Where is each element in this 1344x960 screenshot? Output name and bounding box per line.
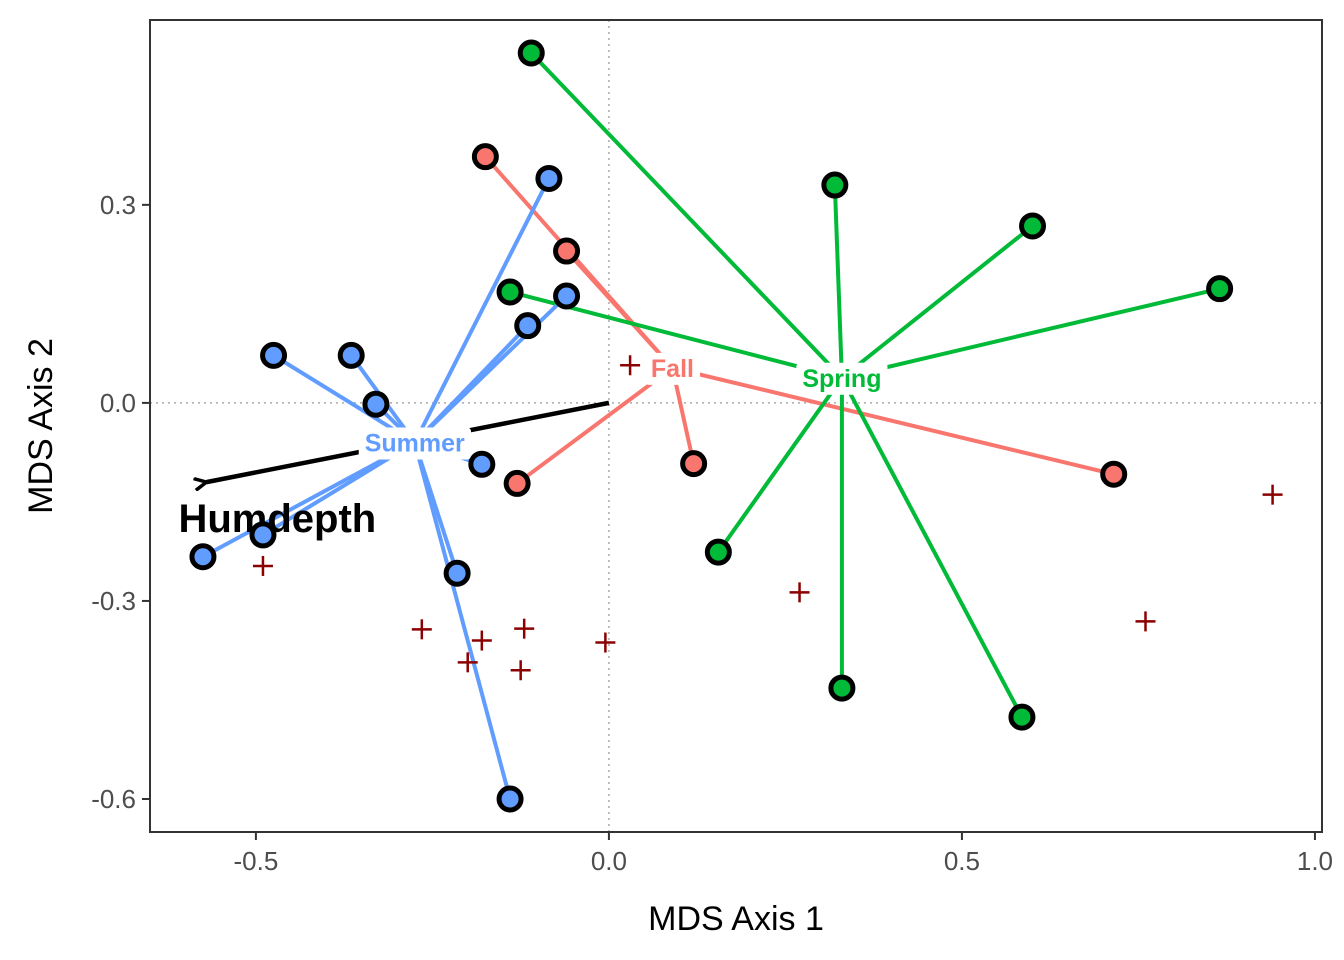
site-point-spring-0 (517, 39, 545, 67)
spider-line-fall-1 (565, 249, 674, 370)
panel-border (149, 19, 1323, 833)
y-tick-label-2: 0.0 (100, 388, 136, 418)
spider-line-summer-10 (412, 441, 513, 800)
group-label-summer: Summer (358, 427, 472, 460)
site-point-summer-3 (260, 341, 288, 369)
species-point-3 (471, 630, 492, 651)
group-label-spring: Spring (796, 362, 888, 395)
spider-line-summer-2 (413, 324, 530, 444)
spider-line-spring-5 (716, 376, 844, 554)
axes: -0.5 0.0 0.5 1.0 -0.6 -0.3 0.0 0.3 (91, 190, 1333, 876)
species-point-1 (252, 555, 273, 576)
x-tick-label-0: -0.5 (233, 846, 278, 876)
panel-background (150, 20, 1322, 832)
site-point-summer-8 (189, 543, 217, 571)
species-points (252, 355, 1283, 681)
spider-line-fall-4 (515, 366, 674, 486)
group-label-background (358, 427, 472, 460)
x-tick-label-2: 0.5 (944, 846, 980, 876)
x-tick-label-3: 1.0 (1297, 846, 1333, 876)
spider-line-spring-2 (840, 224, 1034, 380)
site-point-spring-5 (704, 538, 732, 566)
group-label-text: Fall (651, 355, 694, 383)
site-point-spring-4 (496, 278, 524, 306)
site-point-spring-6 (828, 674, 856, 702)
site-point-spring-7 (1008, 703, 1036, 731)
site-point-summer-2 (514, 312, 542, 340)
y-tick-label-3: 0.3 (100, 190, 136, 220)
site-point-summer-9 (443, 559, 471, 587)
site-point-summer-5 (362, 390, 390, 418)
species-point-4 (514, 618, 535, 639)
site-point-summer-0 (535, 164, 563, 192)
site-points (189, 39, 1234, 813)
site-point-summer-1 (553, 282, 581, 310)
site-point-summer-4 (337, 341, 365, 369)
species-point-5 (457, 652, 478, 673)
site-point-spring-1 (821, 171, 849, 199)
site-point-fall-4 (503, 469, 531, 497)
species-point-10 (1262, 484, 1283, 505)
y-tick-label-0: -0.6 (91, 784, 136, 814)
spider-line-spring-3 (841, 286, 1221, 380)
species-point-6 (510, 660, 531, 681)
site-point-fall-3 (1100, 460, 1128, 488)
group-label-text: Spring (802, 365, 881, 393)
spider-line-spring-7 (840, 376, 1024, 719)
species-point-0 (620, 355, 641, 376)
site-point-fall-2 (680, 450, 708, 478)
spider-line-fall-3 (671, 365, 1115, 477)
site-point-summer-10 (496, 785, 524, 813)
species-point-7 (595, 632, 616, 653)
spider-line-spring-0 (529, 51, 844, 380)
site-point-fall-0 (471, 143, 499, 171)
group-label-fall: Fall (644, 352, 700, 385)
group-label-background (644, 352, 700, 385)
spider-line-summer-8 (202, 440, 416, 559)
group-label-background (796, 362, 888, 395)
y-tick-label-1: -0.3 (91, 586, 136, 616)
species-point-8 (789, 582, 810, 603)
group-labels: Fall Spring Summer (358, 352, 888, 460)
site-point-summer-6 (468, 450, 496, 478)
species-point-2 (411, 619, 432, 640)
vector-label-humdepth: Humdepth (178, 497, 376, 541)
y-axis-title: MDS Axis 2 (22, 338, 60, 514)
group-label-text: Summer (365, 430, 465, 458)
site-point-fall-1 (553, 237, 581, 265)
spider-lines (202, 51, 1221, 800)
site-point-summer-7 (249, 521, 277, 549)
species-point-9 (1135, 611, 1156, 632)
site-point-spring-2 (1019, 212, 1047, 240)
x-axis-title: MDS Axis 1 (648, 900, 824, 938)
site-point-spring-3 (1206, 275, 1234, 303)
spider-line-summer-0 (412, 177, 551, 444)
spider-line-spring-1 (832, 184, 844, 378)
x-tick-label-1: 0.0 (591, 846, 627, 876)
